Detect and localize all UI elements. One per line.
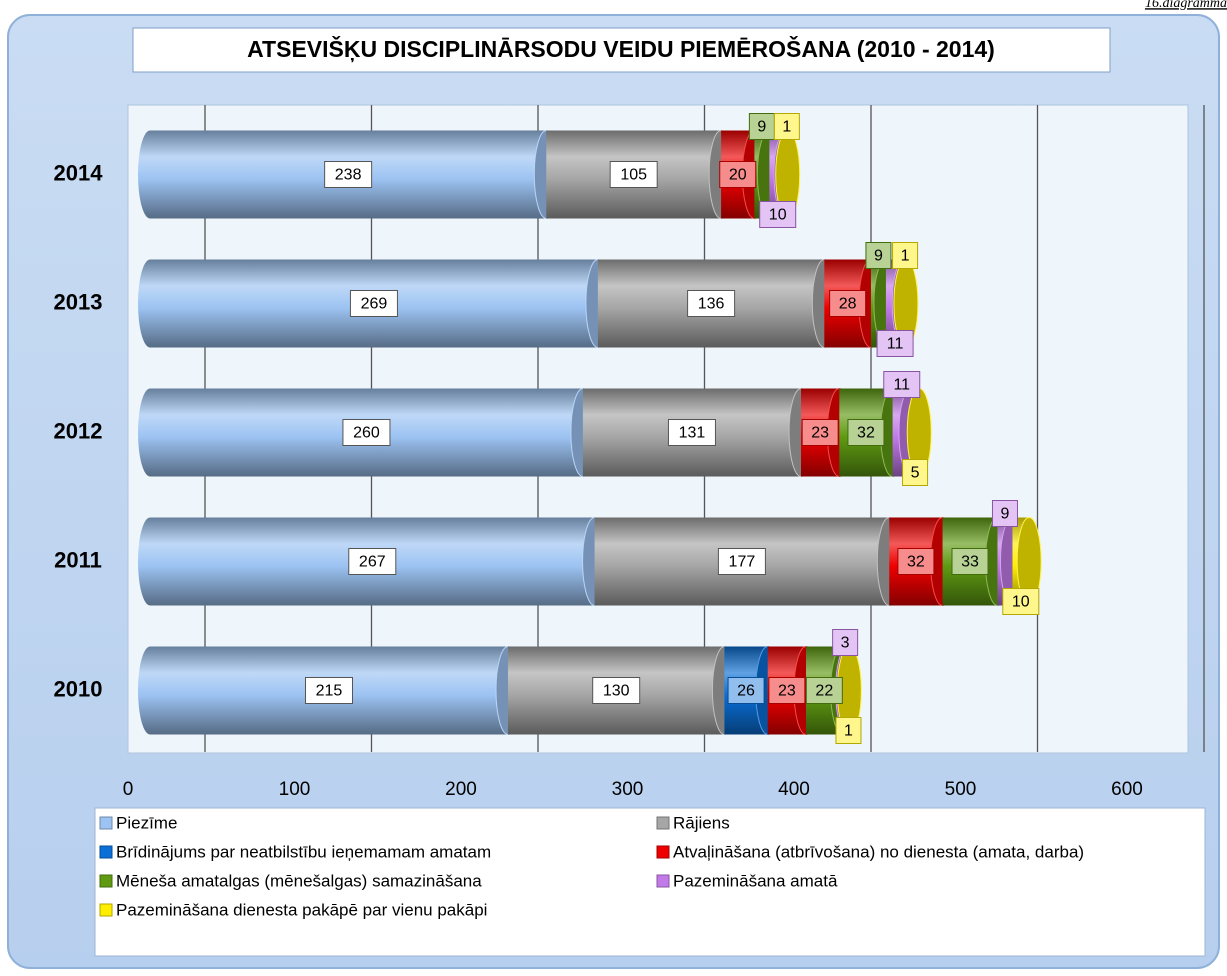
value-label: 1 <box>782 119 791 136</box>
value-label-box <box>991 500 1018 527</box>
bar-start <box>138 259 162 348</box>
value-label-box <box>865 242 892 269</box>
value-label-box <box>609 161 658 188</box>
legend-label: Pazemināšana dienesta pakāpē par vienu p… <box>116 900 487 919</box>
legend-swatch <box>656 816 670 830</box>
y-tick-label: 2011 <box>54 547 102 572</box>
value-label: 32 <box>857 425 875 442</box>
value-label: 105 <box>620 167 647 184</box>
bar-start <box>138 517 162 606</box>
value-label-box <box>876 330 914 357</box>
value-label-box <box>592 677 641 704</box>
value-label: 269 <box>361 296 388 313</box>
y-tick-label: 2013 <box>54 289 103 314</box>
legend-swatch <box>656 845 670 859</box>
value-label-box <box>768 677 806 704</box>
x-tick-label: 300 <box>612 779 644 800</box>
value-label: 23 <box>778 683 796 700</box>
value-label: 136 <box>698 296 725 313</box>
legend-swatch <box>99 845 113 859</box>
value-label: 1 <box>844 723 853 740</box>
value-label: 10 <box>769 207 787 224</box>
value-label: 9 <box>874 248 883 265</box>
y-tick-label: 2012 <box>54 418 103 443</box>
value-label-box <box>719 161 757 188</box>
value-label-box <box>717 548 766 575</box>
value-label-box <box>847 419 885 446</box>
x-tick-label: 200 <box>445 779 477 800</box>
legend-label: Pazemināšana amatā <box>673 871 838 890</box>
value-label-box <box>835 717 862 744</box>
value-label: 22 <box>815 683 833 700</box>
bar-start <box>138 130 162 219</box>
value-label-box <box>892 242 919 269</box>
value-label: 131 <box>679 425 706 442</box>
value-label-box <box>304 677 353 704</box>
value-label: 28 <box>839 296 857 313</box>
legend-label: Piezīme <box>116 813 177 832</box>
value-label: 26 <box>737 683 755 700</box>
x-tick-label: 100 <box>279 779 311 800</box>
value-label: 23 <box>811 425 829 442</box>
legend-label: Brīdinājums par neatbilstību ieņemamam a… <box>116 842 491 861</box>
value-label-box <box>759 201 797 228</box>
value-label-box <box>902 459 929 486</box>
y-tick-label: 2014 <box>54 160 104 185</box>
value-label: 33 <box>961 554 979 571</box>
legend-swatch <box>99 903 113 917</box>
value-label-box <box>349 290 398 317</box>
value-label-box <box>687 290 736 317</box>
value-label-box <box>773 113 800 140</box>
value-label: 130 <box>603 683 630 700</box>
legend-swatch <box>99 874 113 888</box>
bar-start <box>138 646 162 735</box>
value-label: 9 <box>757 119 766 136</box>
x-tick-label: 0 <box>123 779 134 800</box>
value-label-box <box>951 548 989 575</box>
value-label: 9 <box>1001 506 1010 523</box>
value-label-box <box>897 548 935 575</box>
value-label: 3 <box>841 635 850 652</box>
legend-label: Mēneša amatalgas (mēnešalgas) samazināša… <box>116 871 482 890</box>
value-label-box <box>727 677 765 704</box>
value-label: 32 <box>907 554 925 571</box>
value-label-box <box>832 629 859 656</box>
bar-start <box>138 388 162 477</box>
legend-label: Atvaļināšana (atbrīvošana) no dienesta (… <box>673 842 1084 861</box>
value-label: 20 <box>729 167 747 184</box>
value-label: 215 <box>316 683 343 700</box>
y-tick-label: 2010 <box>54 676 103 701</box>
value-label-box <box>801 419 839 446</box>
x-tick-label: 500 <box>945 779 977 800</box>
title-box <box>132 27 1111 73</box>
value-label: 238 <box>335 167 362 184</box>
value-label: 267 <box>359 554 386 571</box>
legend-box <box>94 807 1206 957</box>
value-label-box <box>348 548 397 575</box>
value-label-box <box>342 419 391 446</box>
x-tick-label: 400 <box>778 779 810 800</box>
chart-title: ATSEVIŠĶU DISCIPLINĀRSODU VEIDU PIEMĒROŠ… <box>247 35 995 62</box>
legend-swatch <box>656 874 670 888</box>
value-label-box <box>805 677 843 704</box>
value-label: 260 <box>353 425 380 442</box>
value-label: 1 <box>901 248 910 265</box>
legend-swatch <box>99 816 113 830</box>
value-label-box <box>1002 588 1040 615</box>
value-label-box <box>883 371 921 398</box>
value-label: 11 <box>887 336 904 353</box>
value-label-box <box>324 161 373 188</box>
value-label: 5 <box>911 465 920 482</box>
legend-label: Rājiens <box>673 813 730 832</box>
value-label-box <box>829 290 867 317</box>
corner-note: 16.diagramma <box>1145 0 1227 11</box>
value-label: 10 <box>1012 594 1030 611</box>
x-tick-label: 600 <box>1111 779 1143 800</box>
value-label: 177 <box>729 554 756 571</box>
value-label-box <box>667 419 716 446</box>
value-label: 11 <box>893 377 910 394</box>
